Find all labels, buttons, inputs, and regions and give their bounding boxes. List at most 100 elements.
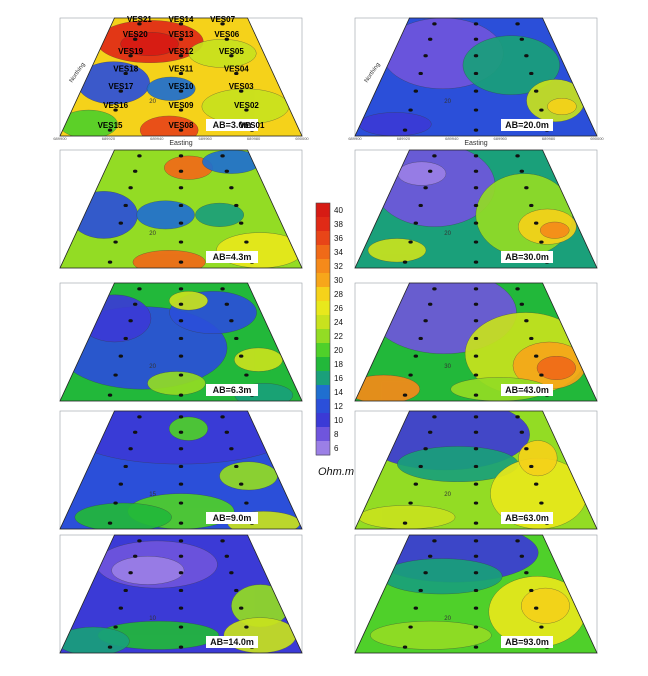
easting-axis-label: Easting: [464, 140, 487, 147]
contour-region: [188, 39, 257, 68]
map-outline: [59, 149, 303, 269]
ves-station-dot: [432, 415, 437, 419]
contour-region: [358, 505, 456, 529]
colorbar-swatch: [316, 441, 330, 456]
ves-station-dot: [539, 240, 544, 244]
ves-station-dot: [427, 430, 433, 434]
colorbar-tick-label: 12: [334, 402, 343, 411]
ves-station-dot: [473, 373, 479, 377]
ves-station-dot: [234, 464, 239, 469]
ves-station-dot: [118, 606, 124, 610]
ves-station-dot: [473, 393, 479, 397]
colorbar-swatch: [316, 231, 330, 246]
ves-station-dot: [128, 571, 133, 575]
ves-station-dot: [178, 521, 184, 525]
map-outline: [354, 149, 598, 269]
map-outline: [59, 17, 303, 137]
ves-station-dot: [178, 22, 184, 26]
ves-station-dot: [132, 430, 138, 434]
ves-station-dot: [539, 625, 544, 629]
ab-label-box: [501, 512, 553, 524]
ves-station-label: VES19: [118, 47, 143, 56]
ves-station-dot: [519, 37, 525, 41]
ves-station-dot: [178, 108, 184, 112]
contour-region: [547, 98, 577, 115]
ves-station-dot: [408, 373, 413, 377]
contour-map: [355, 283, 597, 401]
contour-region: [139, 115, 199, 136]
contour-region: [370, 620, 492, 650]
depth-slice-panel: 30 AB=43.0m: [354, 282, 598, 402]
ves-station-dot: [234, 71, 239, 76]
contour-map: [355, 150, 597, 268]
ves-station-dot: [224, 169, 230, 173]
ves-station-dot: [473, 108, 479, 112]
map-outline: [354, 534, 598, 654]
contour-label: 20: [444, 492, 451, 498]
ves-station-dot: [427, 169, 433, 173]
ves-station-dot: [244, 240, 249, 244]
map-outline: [59, 282, 303, 402]
depth-slice-panel: 20 AB=93.0m: [354, 534, 598, 654]
ves-station-dot: [473, 71, 479, 76]
ves-station-dot: [533, 89, 539, 93]
ves-station-dot: [533, 482, 539, 486]
depth-slice-panel: 20 AB=6.3m: [59, 282, 303, 402]
ves-station-dot: [178, 203, 184, 208]
colorbar-tick-label: 10: [334, 416, 343, 425]
ves-station-dot: [123, 336, 128, 341]
ves-station-dot: [432, 539, 437, 543]
contour-region: [60, 109, 118, 136]
contour-label: 20: [149, 364, 156, 370]
ves-station-dot: [178, 354, 184, 358]
colorbar-tick-label: 6: [334, 444, 339, 453]
depth-slice-panel: 20 AB=4.3m: [59, 149, 303, 269]
ves-station-dot: [107, 645, 113, 649]
ves-station-dot: [524, 447, 529, 451]
easting-tick-label: 689980: [247, 136, 261, 141]
contour-region: [60, 626, 130, 653]
contour-region: [355, 374, 421, 401]
colorbar-swatch: [316, 273, 330, 288]
ves-station-dot: [529, 203, 534, 208]
ab-label-box: [206, 251, 258, 263]
contour-map: [60, 18, 302, 136]
ves-station-dot: [408, 108, 413, 112]
ves-station-dot: [408, 240, 413, 244]
map-outline: [59, 534, 303, 654]
colorbar-swatch: [316, 371, 330, 386]
ves-station-dot: [220, 415, 225, 419]
ves-station-dot: [118, 354, 124, 358]
ves-station-dot: [402, 260, 408, 264]
contour-region: [132, 250, 206, 268]
ves-station-dot: [529, 336, 534, 341]
contour-label: 20: [444, 231, 451, 237]
map-outline: [354, 282, 598, 402]
ves-station-dot: [178, 606, 184, 610]
contour-label: 20: [149, 99, 156, 105]
ab-spacing-label: AB=14.0m: [210, 637, 254, 647]
ves-station-dot: [238, 221, 244, 225]
easting-tick-label: 689980: [542, 136, 556, 141]
colorbar-tick-label: 36: [334, 234, 343, 243]
depth-slice-panel: 20 AB=3.0m Easting 689900 689920 689940 689960…: [53, 15, 309, 147]
ves-station-dot: [118, 482, 124, 486]
ves-station-dot: [137, 287, 142, 291]
colorbar-swatch: [316, 301, 330, 316]
ves-station-dot: [473, 447, 479, 451]
ves-station-label: VES09: [169, 101, 194, 110]
ves-station-dot: [423, 319, 428, 323]
ves-station-dot: [178, 54, 184, 58]
contour-region: [518, 440, 558, 477]
northing-axis-label: Northing: [364, 62, 382, 84]
ab-label-box: [501, 251, 553, 263]
colorbar-tick-label: 18: [334, 360, 343, 369]
ves-station-dot: [178, 430, 184, 434]
ves-station-dot: [178, 260, 184, 264]
ves-station-dot: [473, 606, 479, 610]
ves-station-dot: [539, 108, 544, 112]
ves-station-dot: [178, 645, 184, 649]
ves-station-dot: [524, 54, 529, 58]
ves-station-dot: [539, 373, 544, 377]
